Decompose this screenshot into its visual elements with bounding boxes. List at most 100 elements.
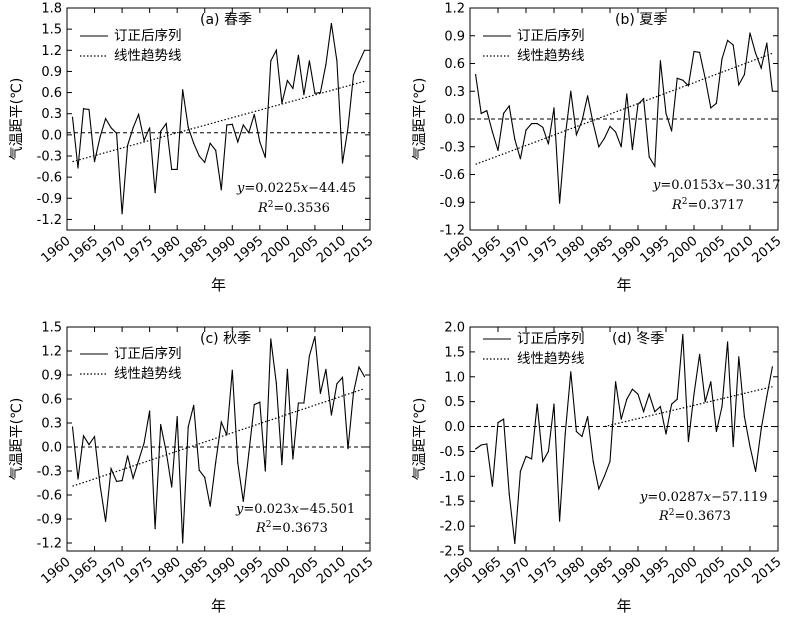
data-point [165,122,167,125]
data-point [564,433,566,435]
y-axis-label: 气温距平(℃) [9,398,25,481]
chart-panel-4: -2.5-2.0-1.5-1.0-0.50.00.51.01.52.019601… [412,321,785,616]
x-tick-label: 1965 [470,555,505,588]
trend-line [72,80,365,163]
x-tick-label: 2015 [342,234,377,267]
data-point [330,22,333,25]
data-point [631,388,634,390]
legend-trend-label: 线性趋势线 [114,366,182,382]
data-point [514,138,516,140]
panel-title: (c) 秋季 [200,331,251,347]
data-point [270,338,272,340]
y-tick-label: 2.0 [444,321,465,336]
data-point [519,470,522,472]
data-point [771,366,774,368]
data-point [143,139,145,142]
data-point [755,470,757,472]
y-tick-label: -0.6 [440,168,465,183]
data-point [771,90,774,92]
panel-title: (d) 冬季 [612,331,664,347]
data-point [671,130,673,132]
data-point [115,480,118,482]
data-point [603,137,606,140]
data-point [231,123,233,125]
x-axis-label: 年 [211,597,226,615]
data-point [631,148,634,151]
x-tick-label: 2010 [722,555,757,588]
y-axis-label: 气温距平(℃) [412,398,428,481]
data-point [176,168,178,170]
y-tick-label: 0.0 [444,420,465,435]
data-point [659,406,662,408]
data-point [132,127,134,129]
data-point [71,116,74,118]
legend-observed-label: 订正后序列 [517,28,585,44]
data-point [609,460,611,462]
data-point [358,366,360,368]
data-point [654,411,656,413]
data-point [127,144,129,147]
x-tick-label: 2005 [286,234,321,267]
data-point [508,105,510,107]
r-squared: R2=0.3673 [658,508,731,524]
data-point [559,202,561,204]
data-point [237,462,239,464]
data-point [193,142,195,144]
y-tick-label: 1.5 [41,321,62,336]
data-point [749,32,751,34]
data-point [347,127,349,129]
regression-equation: y=0.023x−45.501 [235,502,355,517]
legend-observed-label: 订正后序列 [114,346,182,362]
data-point [721,406,723,408]
x-tick-label: 1990 [610,555,645,588]
x-axis-label: 年 [616,597,631,615]
y-tick-label: -0.3 [37,465,62,480]
y-tick-label: 1.5 [41,23,62,38]
data-point [281,102,283,104]
data-point [755,52,757,54]
data-point [559,520,561,522]
series-line [71,23,365,214]
x-tick-label: 2015 [750,234,785,267]
data-point [363,49,366,51]
data-point [727,39,729,41]
data-point [519,158,522,160]
data-point [536,123,538,125]
data-point [253,113,255,116]
data-point [297,54,299,56]
data-point [570,90,572,92]
data-point [547,143,550,145]
x-axis-label: 年 [211,276,226,294]
data-point [292,458,294,460]
data-point [215,149,217,151]
y-tick-label: -0.9 [37,192,62,207]
trend-line [72,388,365,487]
x-tick-label: 2015 [342,555,377,588]
data-point [319,392,322,394]
data-point [738,356,740,358]
y-tick-label: -0.3 [37,150,62,165]
data-point [325,63,327,65]
data-point [671,403,673,405]
x-tick-label: 2015 [750,555,785,588]
data-point [204,161,206,163]
data-point [319,91,322,94]
x-tick-label: 1980 [554,234,589,267]
plot-frame [66,7,371,231]
y-tick-label: 0.0 [41,441,62,456]
data-point [626,398,628,400]
x-tick-label: 1970 [498,555,533,588]
data-point [648,393,650,395]
x-tick-label: 1990 [610,234,645,267]
x-tick-label: 1965 [470,234,505,267]
data-point [220,189,222,191]
data-point [138,460,140,462]
data-point [314,92,316,94]
data-point [587,95,589,97]
data-point [508,493,510,495]
data-point [209,505,211,507]
data-point [352,74,355,76]
